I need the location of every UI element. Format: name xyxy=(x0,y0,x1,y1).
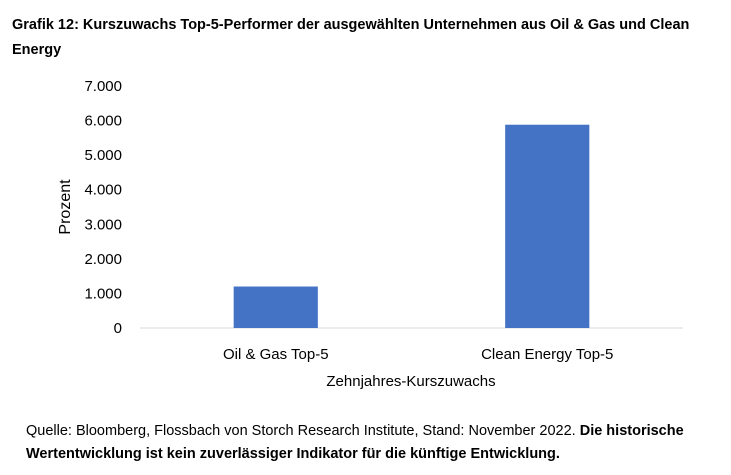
source-note: Quelle: Bloomberg, Flossbach von Storch … xyxy=(26,420,716,466)
y-tick-label: 1.000 xyxy=(84,285,122,302)
bars xyxy=(233,124,590,328)
bar xyxy=(505,124,590,328)
bar xyxy=(233,286,318,328)
y-tick-label: 6.000 xyxy=(84,113,122,130)
y-axis-ticks: 0 1.000 2.000 3.000 4.000 5.000 6.000 7.000 xyxy=(84,78,122,337)
x-axis-label: Zehnjahres-Kurszuwachs xyxy=(326,373,495,390)
x-axis-ticks: Oil & Gas Top-5 Clean Energy Top-5 xyxy=(223,346,613,363)
y-tick-label: 4.000 xyxy=(84,182,122,199)
disclaimer-text: Die historische Wertentwicklung ist kein… xyxy=(26,423,684,462)
y-tick-label: 5.000 xyxy=(84,147,122,164)
y-tick-label: 0 xyxy=(114,320,122,337)
y-tick-label: 7.000 xyxy=(84,78,122,95)
chart-title: Grafik 12: Kurszuwachs Top-5-Performer d… xyxy=(12,17,690,58)
y-tick-label: 3.000 xyxy=(84,216,122,233)
y-axis-label: Prozent xyxy=(57,179,74,235)
x-tick-label: Clean Energy Top-5 xyxy=(481,346,613,363)
source-text: Quelle: Bloomberg, Flossbach von Storch … xyxy=(26,423,580,439)
x-tick-label: Oil & Gas Top-5 xyxy=(223,346,329,363)
y-tick-label: 2.000 xyxy=(84,251,122,268)
